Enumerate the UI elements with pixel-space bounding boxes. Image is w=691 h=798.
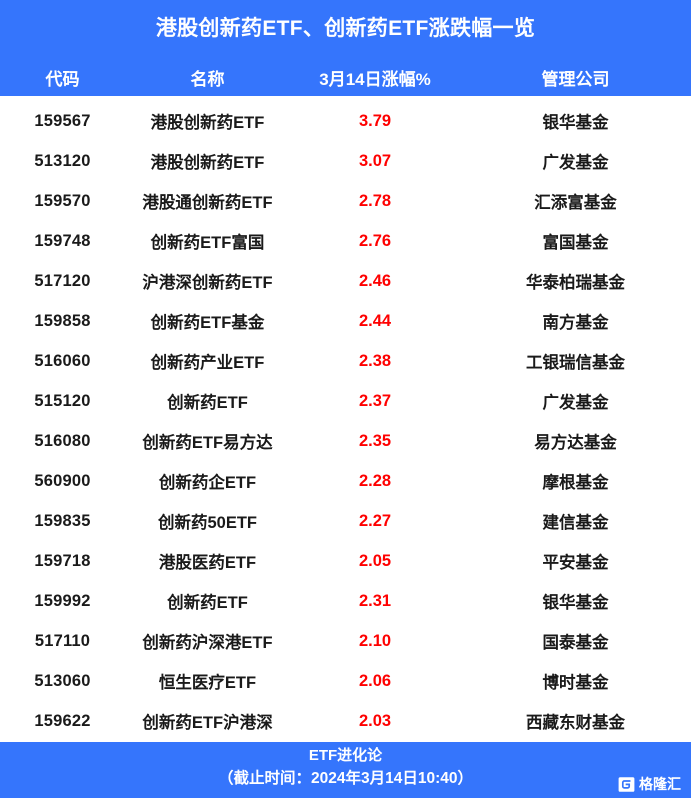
table-row: 513120 港股创新药ETF 3.07 广发基金 [0,141,691,181]
cell-change: 2.78 [358,191,392,210]
column-header-row: 代码 名称 3月14日涨幅% 管理公司 [0,58,691,96]
cell-change: 2.03 [358,711,392,730]
table-row: 159748 创新药ETF富国 2.76 富国基金 [0,221,691,261]
cell-name: 沪港深创新药ETF [142,274,273,292]
cell-name: 创新药ETF易方达 [142,434,273,452]
cell-code: 159567 [34,111,91,130]
page-title: 港股创新药ETF、创新药ETF涨跌幅一览 [155,17,536,40]
gelonghui-g-icon [618,776,635,793]
cell-manager: 摩根基金 [542,474,609,492]
cell-manager: 广发基金 [542,154,609,172]
cell-manager: 银华基金 [542,594,609,612]
cell-name: 创新药ETF [167,594,248,612]
cell-manager: 平安基金 [542,554,609,572]
cell-change: 2.05 [358,551,392,570]
cell-change: 2.31 [358,591,392,610]
table-row: 513060 恒生医疗ETF 2.06 博时基金 [0,661,691,701]
cell-code: 517120 [34,271,91,290]
brand-logo: 格隆汇 [618,774,681,794]
table-header: 港股创新药ETF、创新药ETF涨跌幅一览 代码 名称 3月14日涨幅% 管理公司 [0,0,691,96]
cell-name: 港股创新药ETF [150,114,265,132]
table-row: 560900 创新药企ETF 2.28 摩根基金 [0,461,691,501]
cell-change: 3.07 [358,151,392,170]
cell-code: 159748 [34,231,91,250]
cell-change: 2.10 [358,631,392,650]
table-footer: ETF进化论 （截止时间：2024年3月14日10:40） 格隆汇 [0,742,691,798]
cell-name: 港股创新药ETF [150,154,265,172]
table-row: 159992 创新药ETF 2.31 银华基金 [0,581,691,621]
cell-code: 159622 [34,711,91,730]
cell-code: 159570 [34,191,91,210]
cell-name: 恒生医疗ETF [158,674,257,692]
column-header-change: 3月14日涨幅% [319,69,431,89]
cell-code: 560900 [34,471,91,490]
table-row: 517110 创新药沪深港ETF 2.10 国泰基金 [0,621,691,661]
cell-name: 创新药50ETF [157,514,258,532]
cell-name: 创新药ETF富国 [150,234,265,252]
cell-manager: 建信基金 [542,514,609,532]
table-row: 159570 港股通创新药ETF 2.78 汇添富基金 [0,181,691,221]
cell-manager: 工银瑞信基金 [526,354,625,372]
footer-source-label: ETF进化论 [308,747,383,764]
footer-timestamp-label: （截止时间：2024年3月14日10:40） [218,770,473,787]
cell-manager: 南方基金 [542,314,609,332]
cell-code: 516080 [34,431,91,450]
cell-change: 2.37 [358,391,392,410]
column-header-name: 名称 [190,69,225,89]
cell-code: 159835 [34,511,91,530]
brand-name: 格隆汇 [639,776,681,792]
cell-manager: 富国基金 [542,234,609,252]
table-row: 517120 沪港深创新药ETF 2.46 华泰柏瑞基金 [0,261,691,301]
cell-change: 2.06 [358,671,392,690]
cell-name: 创新药沪深港ETF [142,634,273,652]
cell-change: 2.35 [358,431,392,450]
cell-name: 创新药ETF [167,394,248,412]
cell-manager: 广发基金 [542,394,609,412]
cell-name: 港股医药ETF [158,554,257,572]
cell-name: 创新药ETF基金 [150,314,265,332]
cell-code: 513120 [34,151,91,170]
table-row: 159858 创新药ETF基金 2.44 南方基金 [0,301,691,341]
cell-code: 515120 [34,391,91,410]
cell-code: 159858 [34,311,91,330]
table-row: 159835 创新药50ETF 2.27 建信基金 [0,501,691,541]
cell-code: 517110 [34,631,91,650]
cell-name: 创新药ETF沪港深 [142,714,273,732]
cell-name: 创新药企ETF [158,474,257,492]
cell-change: 2.38 [358,351,392,370]
table-row: 516060 创新药产业ETF 2.38 工银瑞信基金 [0,341,691,381]
cell-change: 2.46 [358,271,392,290]
table-row: 159567 港股创新药ETF 3.79 银华基金 [0,101,691,141]
cell-manager: 博时基金 [542,674,609,692]
cell-change: 2.44 [358,311,392,330]
cell-change: 2.76 [358,231,392,250]
cell-manager: 西藏东财基金 [526,714,625,732]
table-row: 159718 港股医药ETF 2.05 平安基金 [0,541,691,581]
column-header-manager: 管理公司 [541,69,610,89]
cell-manager: 易方达基金 [534,434,617,452]
column-header-code: 代码 [45,69,80,89]
cell-change: 2.28 [358,471,392,490]
table-body: 159567 港股创新药ETF 3.79 银华基金 513120 港股创新药ETF 3.07… [0,96,691,742]
cell-code: 516060 [34,351,91,370]
cell-change: 3.79 [358,111,392,130]
table-row: 516080 创新药ETF易方达 2.35 易方达基金 [0,421,691,461]
cell-manager: 华泰柏瑞基金 [526,274,625,292]
cell-name: 创新药产业ETF [150,354,265,372]
cell-manager: 银华基金 [542,114,609,132]
cell-name: 港股通创新药ETF [142,194,273,212]
table-row: 159622 创新药ETF沪港深 2.03 西藏东财基金 [0,701,691,741]
table-row: 515120 创新药ETF 2.37 广发基金 [0,381,691,421]
cell-manager: 汇添富基金 [534,194,617,212]
cell-code: 159718 [34,551,91,570]
cell-code: 159992 [34,591,91,610]
cell-change: 2.27 [358,511,392,530]
cell-manager: 国泰基金 [542,634,609,652]
cell-code: 513060 [34,671,91,690]
